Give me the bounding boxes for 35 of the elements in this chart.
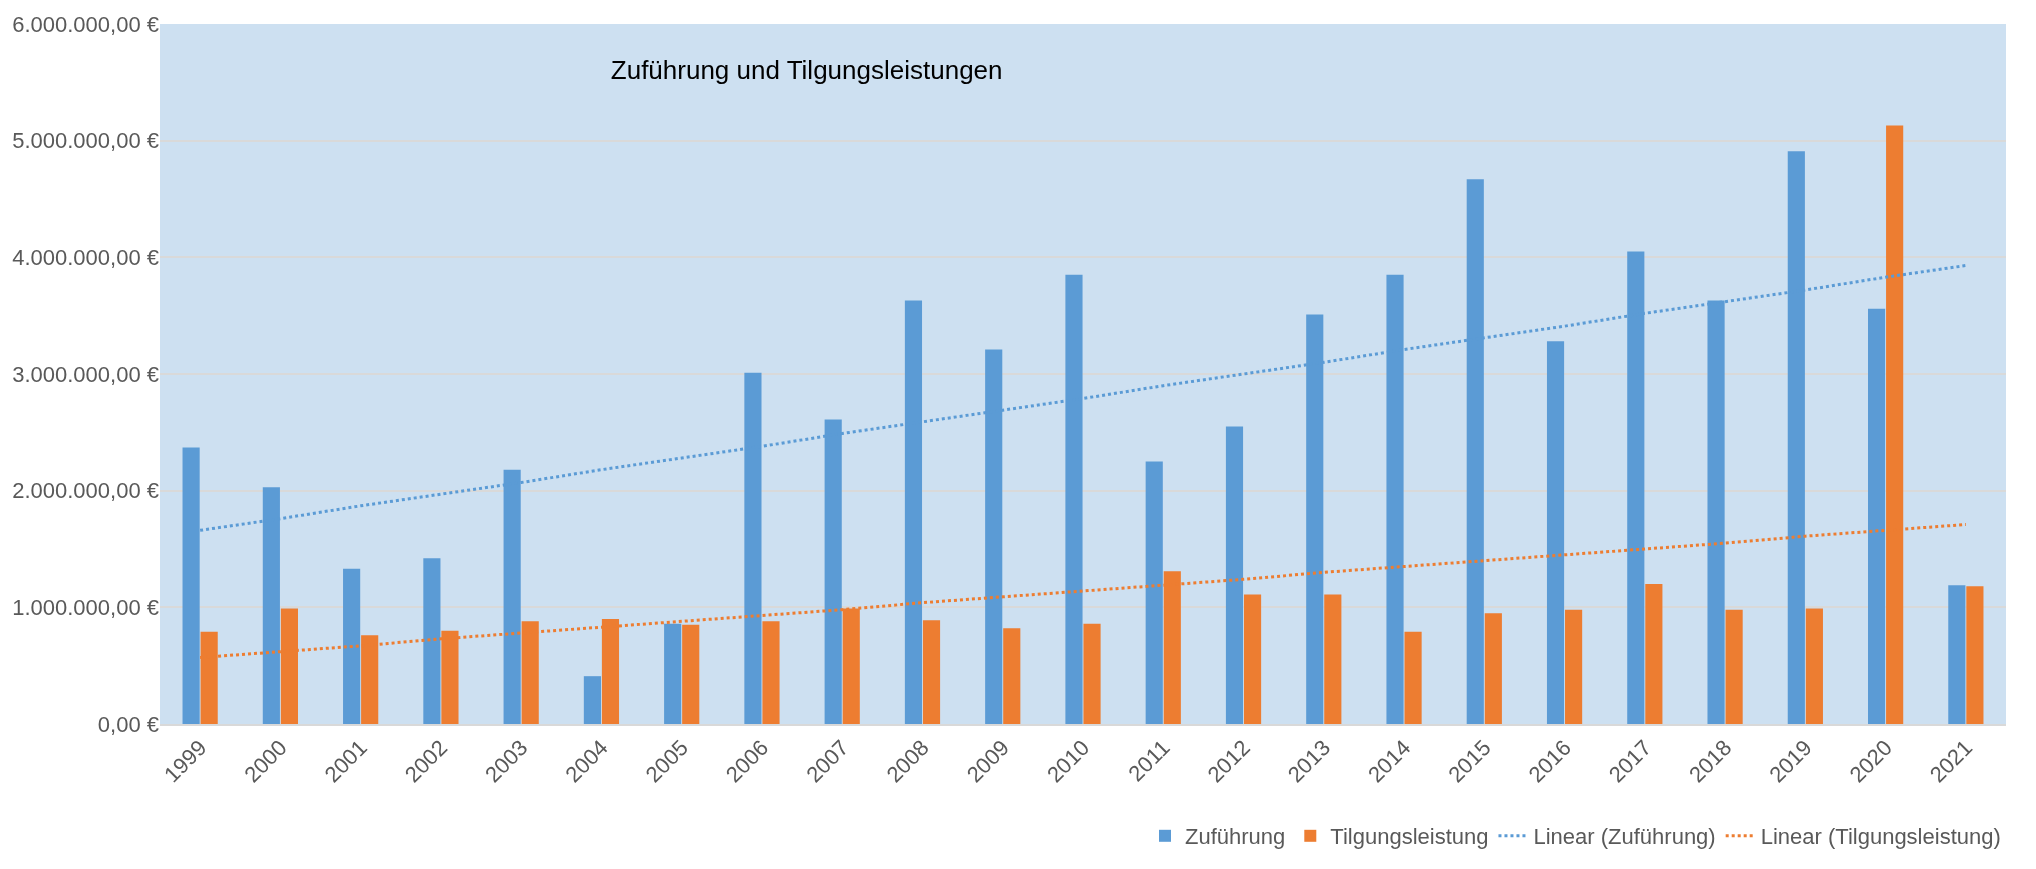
bar: [1484, 613, 1502, 724]
y-tick-label: 0,00 €: [97, 711, 159, 737]
bar: [1805, 608, 1823, 724]
bar: [1324, 594, 1342, 724]
y-tick-label: 3.000.000,00 €: [12, 361, 159, 387]
bar: [423, 558, 441, 724]
legend-label: Zuführung: [1185, 824, 1286, 850]
bar: [1003, 628, 1021, 724]
legend-label: Linear (Tilgungsleistung): [1760, 824, 2001, 850]
bar: [1145, 461, 1163, 724]
bar: [682, 624, 700, 724]
bar: [1083, 623, 1101, 724]
bar: [1966, 586, 1984, 724]
bar: [1645, 584, 1663, 724]
y-tick-label: 6.000.000,00 €: [12, 11, 159, 37]
bar: [343, 568, 361, 724]
y-tick-label: 2.000.000,00 €: [12, 478, 159, 504]
y-tick-label: 1.000.000,00 €: [12, 595, 159, 621]
bar: [1565, 609, 1583, 724]
y-tick-label: 4.000.000,00 €: [12, 245, 159, 271]
bar: [664, 623, 682, 724]
bar: [1546, 341, 1565, 724]
bar: [583, 676, 601, 724]
text: Zuführung und Tilgungsleistungen: [610, 55, 1003, 86]
bar: [1225, 426, 1244, 724]
bar: [1725, 609, 1743, 724]
bar: [1868, 308, 1886, 724]
legend-label: Tilgungsleistung: [1330, 824, 1489, 850]
y-tick-label: 5.000.000,00 €: [12, 128, 159, 154]
bar: [762, 621, 780, 724]
bar: [1948, 585, 1966, 724]
legend-label: Linear (Zuführung): [1533, 824, 1716, 850]
bar: [922, 620, 941, 724]
bar: [1243, 594, 1262, 724]
bar: [1404, 631, 1422, 724]
